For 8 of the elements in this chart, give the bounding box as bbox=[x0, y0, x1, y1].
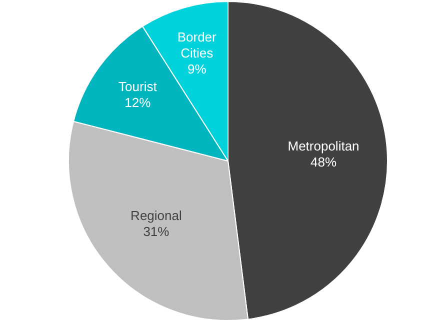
data-label: 48% bbox=[310, 154, 337, 170]
slice-label: Metropolitan bbox=[288, 138, 360, 154]
slice-label: Regional bbox=[130, 208, 182, 223]
slice-label: Border Cities bbox=[177, 29, 218, 60]
data-label: 12% bbox=[124, 94, 152, 110]
data-label: 31% bbox=[143, 224, 170, 239]
data-label: 9% bbox=[187, 61, 207, 76]
slice-label: Tourist bbox=[118, 78, 158, 94]
